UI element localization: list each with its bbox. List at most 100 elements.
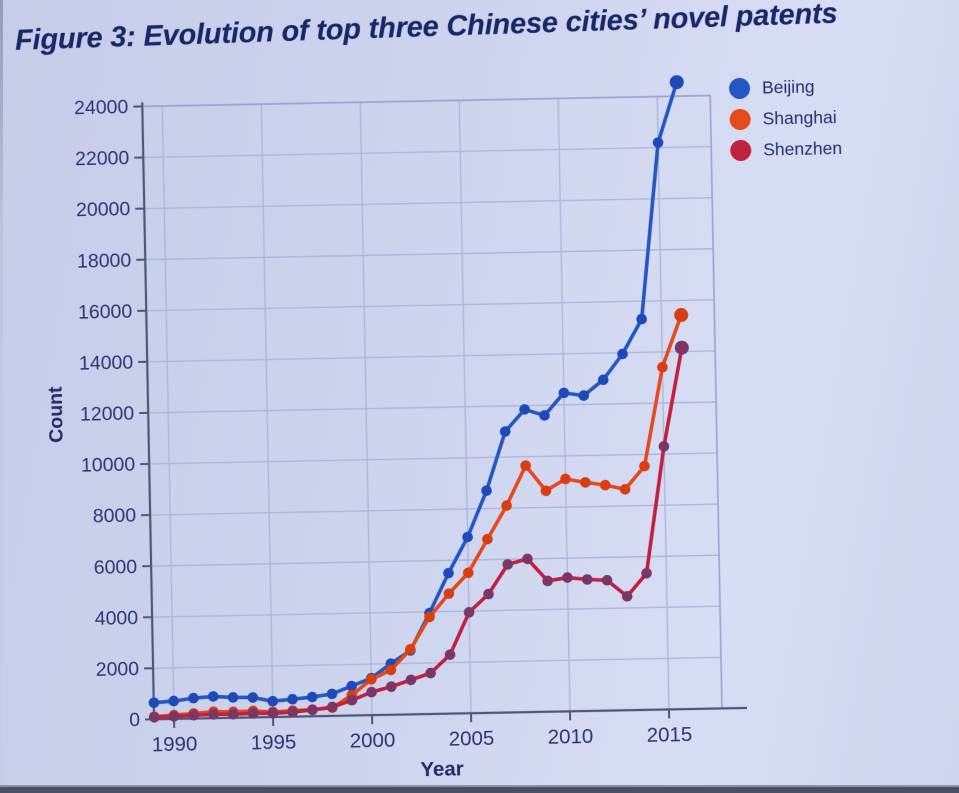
data-point	[658, 441, 670, 452]
y-axis-ticks: 0 2000 4000 6000 8000 10000 12000 14000 16000 180…	[74, 96, 155, 731]
data-point	[560, 473, 571, 485]
y-tick-label: 8000	[93, 505, 137, 528]
data-point	[558, 387, 570, 399]
data-point	[481, 485, 492, 496]
data-point	[207, 691, 219, 702]
legend-item-beijing: Beijing	[728, 71, 841, 104]
data-point	[522, 553, 533, 565]
data-point	[208, 709, 219, 720]
x-axis-title: Year	[420, 757, 464, 781]
y-tick-label: 16000	[78, 300, 133, 323]
data-point	[580, 477, 591, 488]
y-tick-label: 12000	[80, 403, 135, 426]
data-point	[562, 572, 573, 583]
data-point	[462, 531, 473, 543]
y-tick-label: 14000	[79, 352, 134, 375]
x-tick-label: 1995	[251, 731, 297, 755]
legend-label: Shanghai	[762, 107, 837, 129]
data-point	[581, 574, 593, 585]
data-point	[619, 484, 631, 495]
series-line	[152, 80, 679, 705]
legend-label: Beijing	[761, 76, 815, 98]
data-point	[287, 693, 298, 705]
data-point	[385, 664, 397, 676]
photo-bottom-edge	[0, 787, 959, 793]
y-tick-label: 6000	[94, 556, 138, 579]
data-point	[674, 340, 689, 355]
data-point	[247, 692, 259, 703]
series-shenzhen	[148, 340, 689, 723]
data-point	[247, 708, 259, 719]
data-point	[519, 404, 530, 415]
data-point	[621, 591, 633, 602]
data-point	[463, 567, 474, 579]
x-tick-label: 2015	[646, 723, 692, 747]
legend-label: Shenzhen	[763, 138, 843, 160]
data-point	[652, 137, 664, 148]
y-tick-label: 10000	[81, 454, 136, 477]
data-point	[366, 674, 377, 685]
data-point	[148, 697, 160, 709]
x-tick-label: 1990	[152, 732, 198, 756]
data-point	[499, 426, 511, 437]
data-point	[267, 707, 279, 719]
data-point	[267, 695, 279, 707]
y-tick-label: 4000	[95, 607, 139, 630]
data-point	[599, 479, 611, 491]
y-tick-label: 20000	[76, 198, 131, 221]
data-point	[168, 711, 180, 722]
data-point	[542, 575, 553, 587]
x-tick-label: 2000	[349, 729, 395, 753]
y-axis-title: Count	[45, 386, 68, 443]
data-point	[483, 588, 494, 600]
data-point	[188, 692, 199, 704]
data-point	[287, 706, 299, 718]
x-tick-label: 2005	[448, 727, 494, 751]
data-point	[502, 559, 514, 570]
data-point	[578, 390, 590, 401]
data-point	[657, 361, 668, 373]
data-point	[424, 611, 435, 623]
shenzhen-legend-dot-icon	[730, 139, 752, 162]
data-point	[482, 533, 493, 545]
data-point	[669, 75, 684, 90]
data-point	[601, 574, 613, 586]
data-point	[307, 704, 318, 716]
data-point	[168, 695, 180, 707]
data-point	[444, 649, 456, 660]
gridlines	[141, 94, 723, 721]
data-point	[385, 681, 397, 692]
data-point	[636, 313, 647, 325]
data-point	[228, 708, 239, 720]
chart-legend: Beijing Shanghai Shenzhen	[728, 71, 843, 166]
data-point	[641, 567, 652, 579]
data-point	[617, 348, 628, 360]
data-point	[539, 410, 550, 421]
photo-bottom-edge-soft	[0, 785, 959, 787]
legend-item-shenzhen: Shenzhen	[730, 133, 842, 166]
series-beijing	[148, 75, 684, 709]
shanghai-legend-dot-icon	[729, 108, 751, 131]
data-point	[227, 692, 239, 703]
data-point	[326, 701, 338, 713]
data-point	[443, 588, 455, 599]
data-point	[188, 709, 200, 721]
y-tick-label: 2000	[96, 658, 140, 681]
y-tick-label: 0	[129, 709, 140, 731]
data-point	[463, 607, 475, 618]
series-line	[152, 313, 684, 719]
series-line	[152, 345, 684, 720]
data-point	[346, 694, 358, 706]
data-point	[639, 460, 650, 472]
x-axis-ticks: 1990 1995 2000 2005 2010 2015	[152, 709, 692, 756]
data-point	[674, 308, 689, 323]
data-point	[425, 667, 436, 679]
y-tick-label: 24000	[74, 96, 129, 119]
data-point	[501, 500, 512, 511]
legend-item-shanghai: Shanghai	[729, 102, 841, 135]
data-point	[326, 688, 338, 700]
data-point	[405, 643, 416, 655]
